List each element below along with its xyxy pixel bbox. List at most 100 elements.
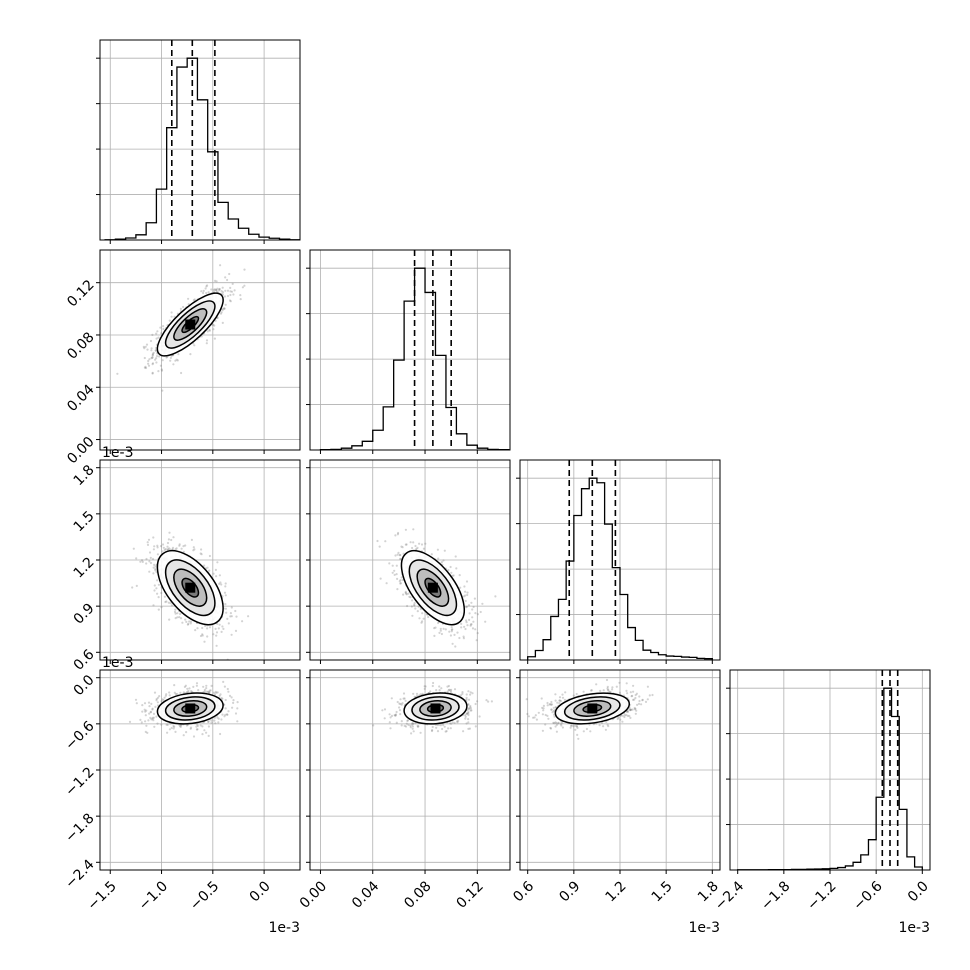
scatter-point: [192, 685, 195, 689]
scatter-point: [186, 623, 189, 626]
scatter-point: [458, 574, 461, 577]
scatter-point: [396, 577, 399, 581]
scatter-point: [582, 690, 585, 693]
scatter-point: [413, 695, 416, 698]
scatter-point: [451, 642, 454, 645]
scatter-point: [156, 696, 160, 699]
scatter-point: [582, 730, 585, 733]
scatter-point: [556, 701, 559, 704]
scatter-point: [469, 704, 472, 708]
scatter-point: [159, 545, 163, 548]
scatter-point: [230, 615, 233, 618]
scatter-point: [388, 713, 391, 716]
scatter-point: [189, 353, 192, 356]
scatter-point: [173, 610, 177, 614]
scatter-point: [224, 707, 227, 710]
scatter-point: [219, 732, 222, 736]
scatter-point: [411, 727, 414, 730]
scatter-point: [434, 626, 437, 629]
scatter-point: [378, 545, 381, 548]
scatter-point: [553, 722, 556, 725]
scatter-point: [178, 616, 181, 619]
scatter-point: [216, 290, 219, 293]
scatter-point: [236, 707, 239, 710]
scatter-point: [469, 709, 472, 712]
scatter-point: [449, 727, 452, 730]
scatter-point: [167, 601, 170, 604]
histogram-series: [104, 57, 300, 240]
scatter-point: [229, 300, 232, 303]
scatter-point: [149, 711, 152, 714]
scatter-point: [155, 337, 158, 340]
scatter-point: [189, 620, 193, 623]
scatter-point: [465, 580, 469, 583]
scatter-point: [157, 596, 160, 599]
scatter-point: [213, 693, 217, 696]
scatter-point: [452, 574, 455, 577]
scatter-point: [168, 728, 171, 731]
scatter-point: [207, 690, 210, 694]
scatter-point: [176, 616, 179, 619]
scatter-point: [165, 693, 168, 696]
scatter-point: [203, 640, 206, 643]
y-tick-label: 0.0: [71, 672, 98, 699]
scatter-point: [205, 285, 208, 288]
scatter-point: [441, 727, 444, 731]
y-tick-label: −1.2: [62, 764, 97, 799]
scatter-point: [231, 706, 234, 709]
scatter-point: [437, 621, 440, 625]
scatter-point: [155, 361, 158, 364]
scatter-point: [448, 688, 451, 691]
scatter-point: [167, 538, 170, 541]
scatter-point: [436, 723, 439, 727]
scatter-point: [438, 689, 441, 692]
scatter-point: [463, 625, 466, 628]
scatter-point: [230, 633, 233, 636]
scatter-point: [212, 691, 215, 694]
scatter-point: [464, 599, 467, 603]
scatter-point: [470, 623, 473, 626]
scatter-point: [449, 690, 453, 694]
scatter-point: [468, 618, 471, 622]
scatter-point: [155, 587, 158, 590]
scatter-point: [442, 627, 445, 630]
scatter-point: [411, 722, 414, 725]
x-scale-label: 1e-3: [269, 920, 300, 936]
scatter-point: [641, 699, 644, 702]
scatter-point: [155, 715, 158, 718]
scatter-point: [208, 569, 211, 572]
scatter-point: [147, 359, 150, 363]
scatter-point: [626, 692, 629, 695]
scatter-point: [450, 722, 453, 725]
scatter-point: [406, 719, 409, 723]
scatter-point: [418, 542, 421, 545]
scatter-point: [174, 548, 177, 551]
scatter-point: [176, 692, 179, 696]
scatter-point: [217, 717, 220, 720]
scatter-point: [411, 614, 414, 617]
scatter-point: [429, 690, 432, 693]
scatter-point: [436, 730, 440, 733]
scatter-point: [447, 569, 450, 572]
scatter-point: [207, 691, 211, 694]
scatter-point: [151, 557, 155, 561]
scatter-point: [439, 629, 442, 632]
scatter-point: [414, 607, 417, 610]
scatter-point: [153, 563, 156, 567]
scatter-point: [376, 539, 379, 543]
scatter-point: [400, 724, 403, 727]
scatter-point: [226, 289, 230, 292]
scatter-point: [221, 309, 224, 312]
scatter-point: [208, 691, 211, 694]
scatter-point: [164, 600, 167, 604]
scatter-point: [470, 601, 473, 604]
scatter-point: [206, 627, 209, 630]
density-peak: [185, 319, 196, 330]
scatter-point: [227, 710, 230, 713]
scatter-point: [395, 573, 398, 576]
scatter-point: [473, 597, 476, 600]
scatter-point: [150, 357, 153, 360]
scatter-point: [471, 692, 474, 695]
scatter-point: [415, 692, 419, 695]
scatter-point: [431, 725, 434, 729]
